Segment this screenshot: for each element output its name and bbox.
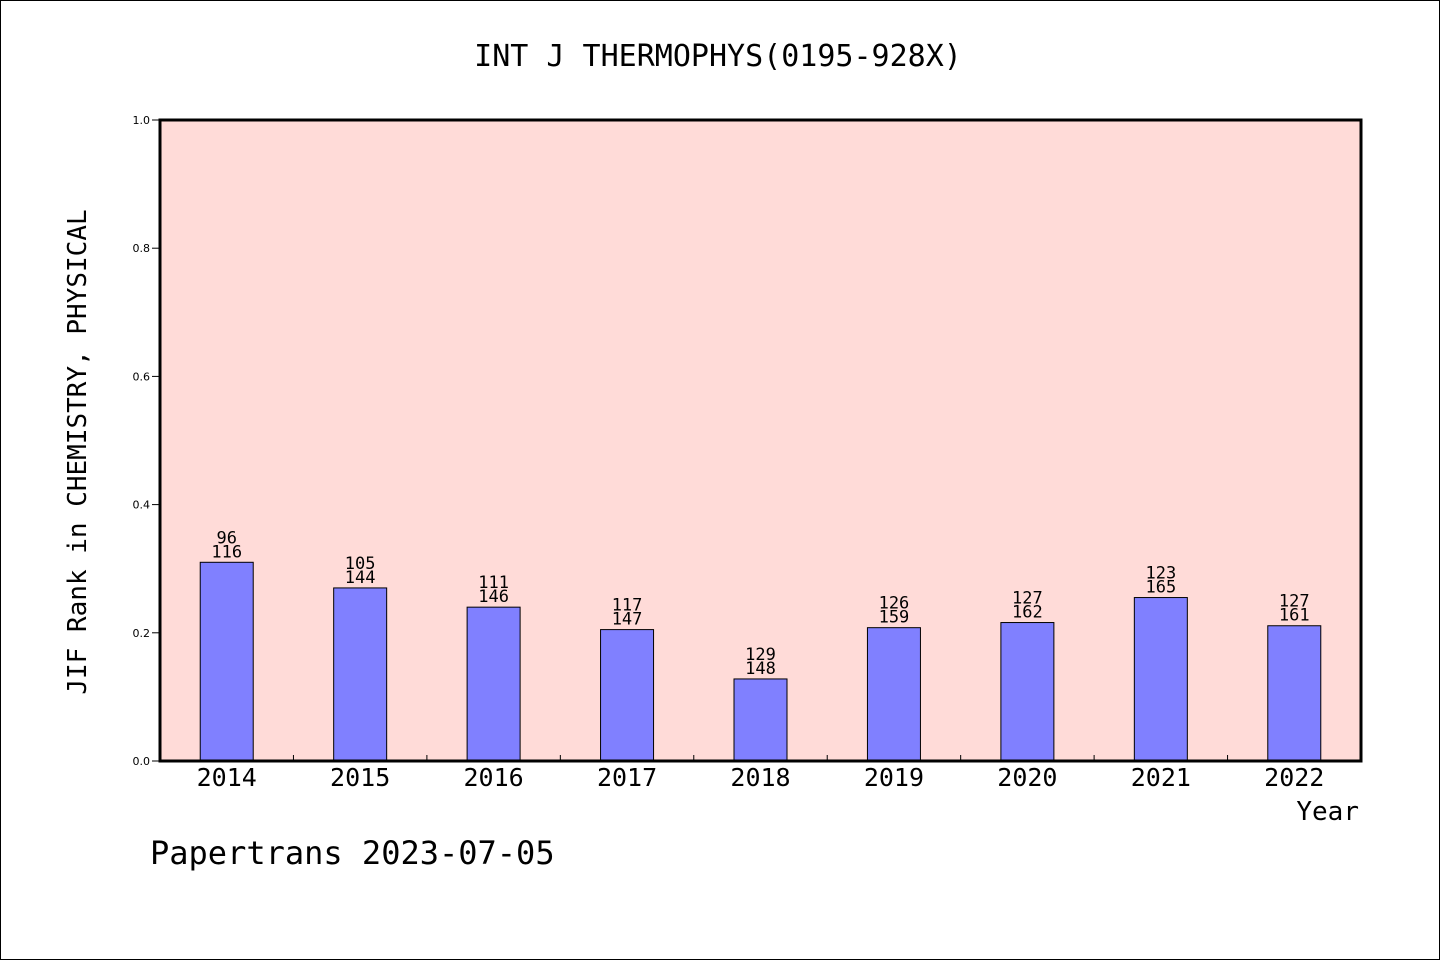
bar-rank-label: 126 xyxy=(879,594,910,614)
x-tick-label: 2017 xyxy=(597,763,657,792)
bar-total-label: 116 xyxy=(211,542,242,562)
bar-total-label: 161 xyxy=(1279,606,1310,626)
bar-2014 xyxy=(199,561,254,762)
bar-2021 xyxy=(1133,597,1188,762)
bar-series xyxy=(199,561,1322,762)
bar-rank-label: 129 xyxy=(745,645,776,665)
x-axis-label: Year xyxy=(1296,797,1359,827)
x-tick-label: 2021 xyxy=(1131,763,1191,792)
y-axis-label: JIF Rank in CHEMISTRY, PHYSICAL xyxy=(63,209,93,694)
bar-2020 xyxy=(1000,622,1055,762)
bar-rank-label: 105 xyxy=(345,554,376,574)
bar-total-label: 159 xyxy=(879,608,910,628)
x-tick-label: 2019 xyxy=(864,763,924,792)
bar-2022 xyxy=(1267,625,1322,762)
y-tick-label: 0.6 xyxy=(133,370,151,383)
bar-rank-label: 127 xyxy=(1012,589,1043,609)
bar-2016 xyxy=(466,606,521,762)
y-tick-label: 0.0 xyxy=(133,755,151,768)
x-tick-label: 2014 xyxy=(197,763,257,792)
y-tick-label: 0.8 xyxy=(133,242,151,255)
bar-2019 xyxy=(866,627,921,762)
bar-total-label: 144 xyxy=(345,568,376,588)
bar-2015 xyxy=(333,587,388,762)
bar-rank-label: 123 xyxy=(1145,564,1176,584)
bar-rank-label: 111 xyxy=(478,573,509,593)
bar-total-label: 147 xyxy=(612,610,643,630)
x-axis: 2014 2015 2016 2017 2018 2019 2020 2021 2022 xyxy=(197,755,1324,792)
bar-rank-label: 127 xyxy=(1279,592,1310,612)
x-tick-label: 2016 xyxy=(464,763,524,792)
bar-total-label: 162 xyxy=(1012,603,1043,623)
chart-title: INT J THERMOPHYS(0195-928X) xyxy=(474,39,962,74)
x-tick-label: 2020 xyxy=(997,763,1057,792)
bar-rank-label: 96 xyxy=(216,528,236,548)
y-tick-label: 0.2 xyxy=(133,627,151,640)
x-tick-label: 2015 xyxy=(330,763,390,792)
x-tick-label: 2022 xyxy=(1264,763,1324,792)
bar-total-label: 165 xyxy=(1145,578,1176,598)
bar-rank-label: 117 xyxy=(612,596,643,616)
bar-total-label: 146 xyxy=(478,587,509,607)
y-axis: 0.0 0.2 0.4 0.6 0.8 1.0 xyxy=(133,114,160,768)
y-tick-label: 0.4 xyxy=(133,499,151,512)
bar-2018 xyxy=(733,678,788,762)
x-tick-label: 2018 xyxy=(730,763,790,792)
bar-2017 xyxy=(600,629,655,762)
watermark-text: Papertrans 2023-07-05 xyxy=(150,834,555,872)
bar-total-label: 148 xyxy=(745,659,776,679)
y-tick-label: 1.0 xyxy=(133,114,151,127)
plot-border xyxy=(158,118,1363,763)
